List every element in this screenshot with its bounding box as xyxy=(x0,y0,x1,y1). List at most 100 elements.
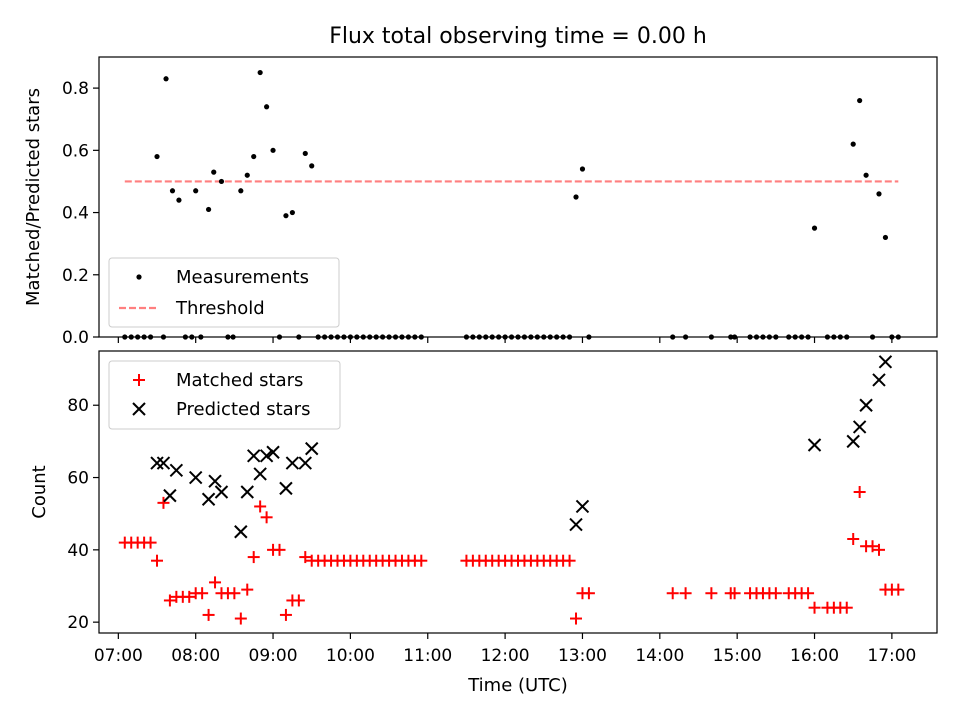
measurement-point xyxy=(264,104,270,110)
matched-star-point xyxy=(872,543,885,556)
bottom-x-axis-label: Time (UTC) xyxy=(467,675,568,696)
top-y-tick-label: 0.2 xyxy=(62,266,89,286)
matched-star-point xyxy=(666,587,679,600)
measurement-point xyxy=(573,194,579,200)
measurement-point xyxy=(193,188,199,194)
predicted-star-point xyxy=(872,373,886,387)
predicted-star-point xyxy=(163,488,177,503)
matched-star-point xyxy=(202,608,215,621)
predicted-star-point xyxy=(247,449,261,463)
predicted-star-point xyxy=(846,434,860,449)
measurement-point xyxy=(283,213,289,219)
measurement-point xyxy=(257,69,263,76)
bottom-x-ticks: 07:00 08:00 09:00 10:00 11:00 12:00 13:00 14:00… xyxy=(94,633,916,666)
bottom-x-tick-label: 14:00 xyxy=(635,646,684,666)
bottom-panel: 20 40 60 80 07:00 08:00 09:00 10:00 11:00 12:00 1… xyxy=(29,350,938,696)
predicted-star-point xyxy=(201,492,216,506)
top-y-axis-label: Matched/Predicted stars xyxy=(23,88,44,306)
matched-star-point xyxy=(151,554,164,567)
matched-star-point xyxy=(866,540,879,553)
matched-star-point xyxy=(183,590,196,603)
measurement-point xyxy=(238,188,244,194)
measurements-legend-marker xyxy=(136,274,142,280)
measurement-point xyxy=(176,197,182,203)
bottom-x-tick-label: 15:00 xyxy=(713,646,762,666)
matched-star-point xyxy=(234,612,247,625)
top-plot-frame xyxy=(98,56,938,338)
measurement-point xyxy=(850,141,856,147)
bottom-y-tick-label: 80 xyxy=(67,396,89,416)
top-legend-box xyxy=(108,257,340,328)
measurement-point xyxy=(309,163,315,169)
predicted-star-point xyxy=(878,355,893,369)
measurement-point xyxy=(154,153,160,160)
top-y-ticks: 0.0 0.2 0.4 0.6 0.8 xyxy=(62,79,99,348)
predicted-star-point xyxy=(169,463,184,478)
matched-stars-legend-label: Matched stars xyxy=(176,370,303,391)
measurement-point xyxy=(863,172,869,178)
matched-star-point xyxy=(415,554,428,567)
measurement-point xyxy=(289,209,295,216)
bottom-x-tick-label: 10:00 xyxy=(326,646,375,666)
top-legend: Measurements Threshold xyxy=(108,257,340,328)
top-y-tick-label: 0.6 xyxy=(62,141,89,161)
matched-star-point xyxy=(840,601,853,614)
bottom-y-tick-label: 60 xyxy=(67,469,89,489)
measurement-point xyxy=(579,166,586,172)
predicted-star-point xyxy=(305,441,319,456)
measurement-point xyxy=(169,188,176,194)
matched-star-point xyxy=(769,587,782,600)
bottom-x-tick-label: 16:00 xyxy=(790,646,839,666)
matched-star-point xyxy=(241,583,254,596)
matched-star-point xyxy=(254,500,267,513)
predicted-star-point xyxy=(852,420,867,434)
measurement-point xyxy=(218,178,225,185)
matched-star-point xyxy=(228,587,241,600)
matched-star-point xyxy=(853,486,866,498)
predicted-star-point xyxy=(150,456,164,470)
bottom-x-tick-label: 07:00 xyxy=(94,646,143,666)
matched-star-point xyxy=(802,587,815,600)
bottom-x-tick-label: 09:00 xyxy=(249,646,298,666)
predicted-star-point xyxy=(569,517,583,532)
matched-star-point xyxy=(892,583,905,596)
top-y-tick-label: 0.8 xyxy=(62,79,89,99)
matched-star-point xyxy=(292,594,305,607)
measurement-point xyxy=(876,191,882,197)
predicted-star-point xyxy=(259,449,274,463)
predicted-star-point xyxy=(234,525,248,539)
matched-star-point xyxy=(563,554,576,567)
bottom-x-tick-label: 12:00 xyxy=(481,646,530,666)
matched-star-point xyxy=(847,533,860,545)
matched-star-point xyxy=(570,612,583,625)
bottom-y-axis-label: Count xyxy=(29,465,50,518)
bottom-y-tick-label: 40 xyxy=(67,541,89,561)
measurement-point xyxy=(211,169,217,175)
top-y-tick-label: 0.0 xyxy=(62,328,89,348)
bottom-x-tick-label: 13:00 xyxy=(558,646,607,666)
matched-star-point xyxy=(144,536,157,549)
bottom-plot-frame xyxy=(98,350,938,634)
predicted-star-point xyxy=(214,485,229,499)
matched-star-point xyxy=(260,511,273,524)
predicted-star-point xyxy=(208,474,222,488)
predicted-star-point xyxy=(266,445,280,459)
measurement-point xyxy=(163,76,169,82)
predicted-star-point xyxy=(253,467,267,481)
matched-star-point xyxy=(163,594,176,607)
measurements-legend-label: Measurements xyxy=(176,267,309,288)
predicted-stars-legend-marker xyxy=(132,402,146,416)
chart-title: Flux total observing time = 0.00 h xyxy=(329,24,707,49)
matched-star-point xyxy=(196,587,209,600)
bottom-x-tick-label: 11:00 xyxy=(403,646,452,666)
matched-star-point xyxy=(679,587,692,600)
threshold-legend-label: Threshold xyxy=(175,298,265,319)
bottom-y-ticks: 20 40 60 80 xyxy=(67,396,99,633)
predicted-star-point xyxy=(285,456,300,470)
bottom-x-tick-label: 08:00 xyxy=(171,646,220,666)
bottom-legend-box xyxy=(108,360,341,430)
predicted-star-point xyxy=(188,470,203,485)
measurement-point xyxy=(244,172,250,178)
measurement-point xyxy=(882,234,889,241)
